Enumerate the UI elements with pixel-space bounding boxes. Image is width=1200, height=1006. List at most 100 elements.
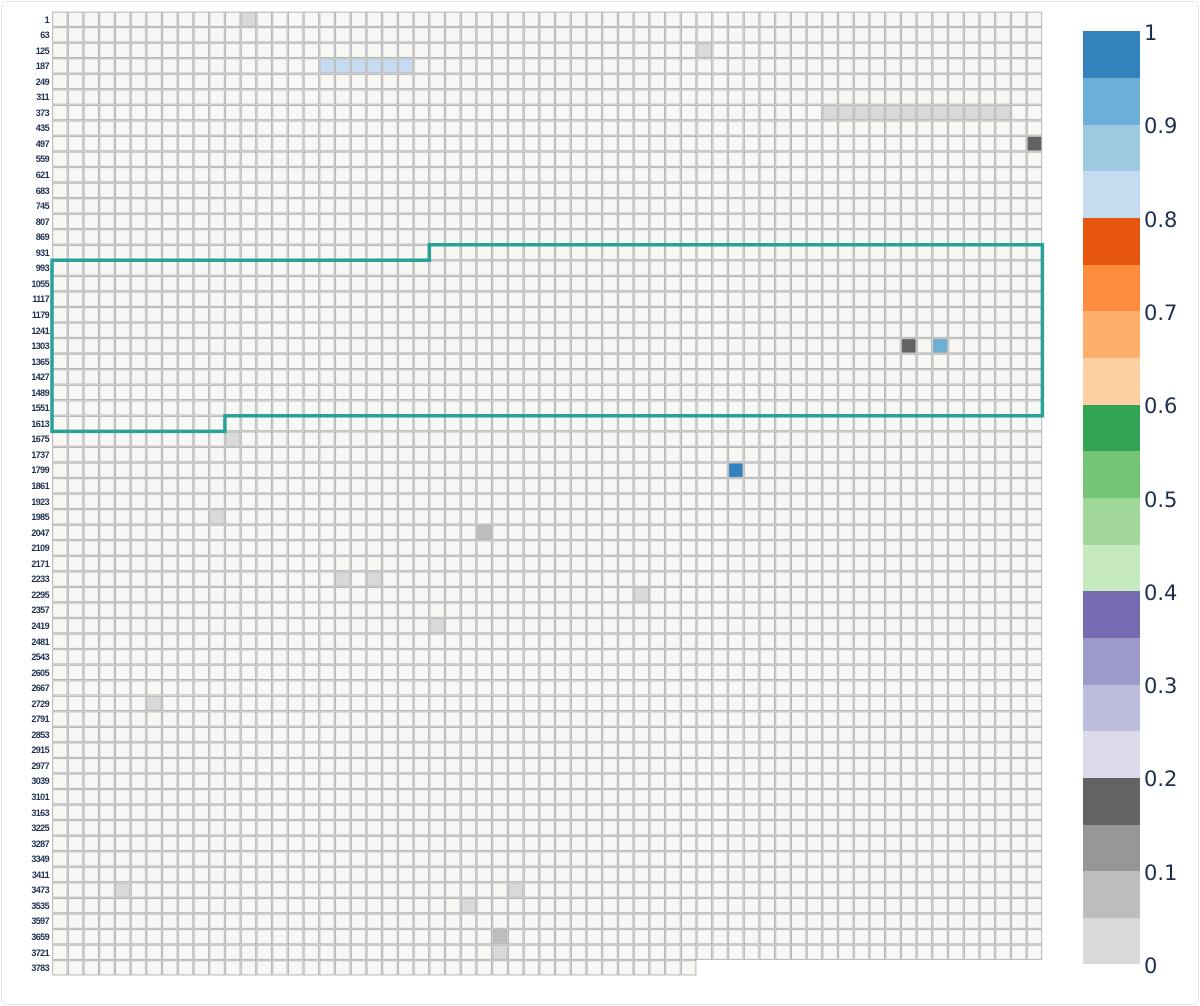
heatmap-cell (995, 695, 1011, 712)
heatmap-cell (492, 369, 508, 385)
heatmap-cell (240, 680, 257, 696)
heatmap-cell (916, 773, 933, 789)
heatmap-cell (743, 913, 760, 929)
heatmap-cell (146, 587, 162, 603)
heatmap-cell-filled (995, 104, 1011, 121)
heatmap-cell (822, 353, 838, 369)
heatmap-cell (115, 89, 131, 105)
heatmap-cell (1026, 213, 1043, 230)
heatmap-cell (366, 758, 382, 774)
heatmap-cell (445, 42, 461, 58)
heatmap-cell (523, 913, 540, 929)
heatmap-cell (586, 649, 603, 665)
heatmap-cell (586, 851, 603, 867)
heatmap-cell (366, 555, 382, 572)
heatmap-cell (696, 789, 713, 805)
heatmap-cell (680, 540, 697, 556)
row-label: 2357 (31, 605, 49, 616)
heatmap-cell (335, 695, 351, 712)
heatmap-cell (177, 415, 194, 432)
heatmap-cell (225, 929, 241, 945)
heatmap-cell (1011, 244, 1027, 261)
heatmap-cell (759, 866, 775, 883)
heatmap-cell (303, 322, 320, 338)
heatmap-cell (806, 571, 823, 587)
heatmap-cell (649, 369, 665, 385)
heatmap-cell (539, 338, 555, 354)
heatmap-cell (67, 913, 84, 929)
heatmap-cell (901, 462, 917, 478)
heatmap-cell (492, 509, 508, 525)
heatmap-cell (272, 89, 288, 105)
heatmap-cell (209, 695, 225, 712)
heatmap-cell (303, 276, 320, 292)
heatmap-cell (932, 73, 948, 90)
heatmap-cell (665, 384, 681, 401)
row-label: 1737 (31, 449, 49, 460)
heatmap-cell (680, 307, 697, 323)
heatmap-cell (508, 276, 524, 292)
heatmap-cell (287, 835, 304, 852)
heatmap-cell (1011, 291, 1027, 307)
heatmap-cell (853, 944, 870, 960)
heatmap-cell (806, 73, 823, 90)
heatmap-cell (130, 198, 147, 214)
heatmap-cell (492, 120, 508, 136)
heatmap-cell (115, 571, 131, 587)
heatmap-cell (618, 571, 634, 587)
heatmap-cell (193, 664, 210, 680)
heatmap-cell (193, 944, 210, 960)
heatmap-cell (539, 400, 555, 416)
heatmap-cell (901, 322, 917, 338)
heatmap-cell (838, 649, 854, 665)
heatmap-cell (1011, 338, 1027, 354)
heatmap-cell (570, 913, 587, 929)
heatmap-cell (1026, 384, 1043, 401)
heatmap-cell (712, 136, 728, 152)
heatmap-cell (963, 120, 980, 136)
heatmap-cell (916, 711, 933, 727)
heatmap-cell (649, 229, 665, 245)
heatmap-cell (680, 151, 697, 167)
heatmap-cell (130, 680, 147, 696)
heatmap-cell (979, 555, 996, 572)
heatmap-cell-filled (885, 104, 901, 121)
heatmap-cell (508, 167, 524, 183)
heatmap-cell (696, 649, 713, 665)
heatmap-cell (460, 742, 477, 758)
heatmap-cell (193, 587, 210, 603)
heatmap-cell (99, 213, 115, 230)
heatmap-cell (460, 680, 477, 696)
row-label: 3721 (31, 947, 49, 958)
heatmap-cell (429, 213, 445, 230)
heatmap-cell (146, 944, 162, 960)
heatmap-cell (52, 73, 68, 90)
heatmap-cell (303, 104, 320, 121)
heatmap-cell (52, 244, 68, 261)
heatmap-cell (272, 415, 288, 432)
heatmap-cell (508, 260, 524, 276)
heatmap-cell (618, 789, 634, 805)
heatmap-cell (115, 633, 131, 649)
row-label: 683 (35, 185, 50, 196)
heatmap-cell (633, 120, 650, 136)
heatmap-cell (177, 198, 194, 214)
heatmap-cell (602, 913, 618, 929)
heatmap-cell (445, 913, 461, 929)
heatmap-cell (130, 804, 147, 820)
heatmap-cell (806, 804, 823, 820)
heatmap-cell (948, 244, 964, 261)
heatmap-cell (366, 773, 382, 789)
heatmap-cell (240, 618, 257, 634)
heatmap-cell (948, 167, 964, 183)
heatmap-cell (397, 773, 414, 789)
heatmap-cell (602, 866, 618, 883)
heatmap-cell (193, 89, 210, 105)
heatmap-cell (932, 89, 948, 105)
heatmap-cell (366, 478, 382, 494)
heatmap-cell (649, 104, 665, 121)
heatmap-cell (397, 742, 414, 758)
heatmap-cell (492, 866, 508, 883)
heatmap-cell (99, 27, 115, 43)
heatmap-cell (177, 42, 194, 58)
